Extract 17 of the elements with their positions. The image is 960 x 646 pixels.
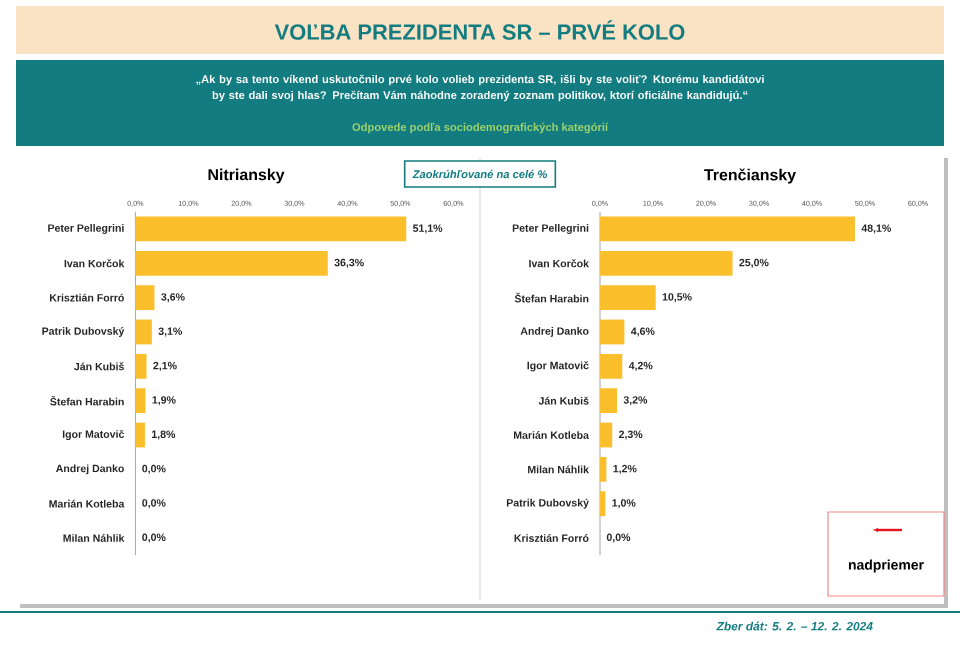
bar (600, 388, 617, 414)
bar (600, 422, 613, 448)
bar (135, 216, 407, 242)
bar (600, 456, 607, 482)
bar (135, 285, 155, 311)
text: VOĽBA PREZIDENTA SR – PRVÉ KOLO (274, 20, 685, 40)
bar (600, 250, 733, 276)
bar (135, 422, 145, 448)
bar (600, 285, 656, 311)
bar (135, 388, 146, 414)
bar (600, 319, 625, 345)
bar (600, 216, 855, 242)
bar (600, 491, 606, 517)
bar (135, 319, 152, 345)
bar (600, 353, 623, 379)
bar (135, 250, 328, 276)
bar (135, 353, 147, 379)
